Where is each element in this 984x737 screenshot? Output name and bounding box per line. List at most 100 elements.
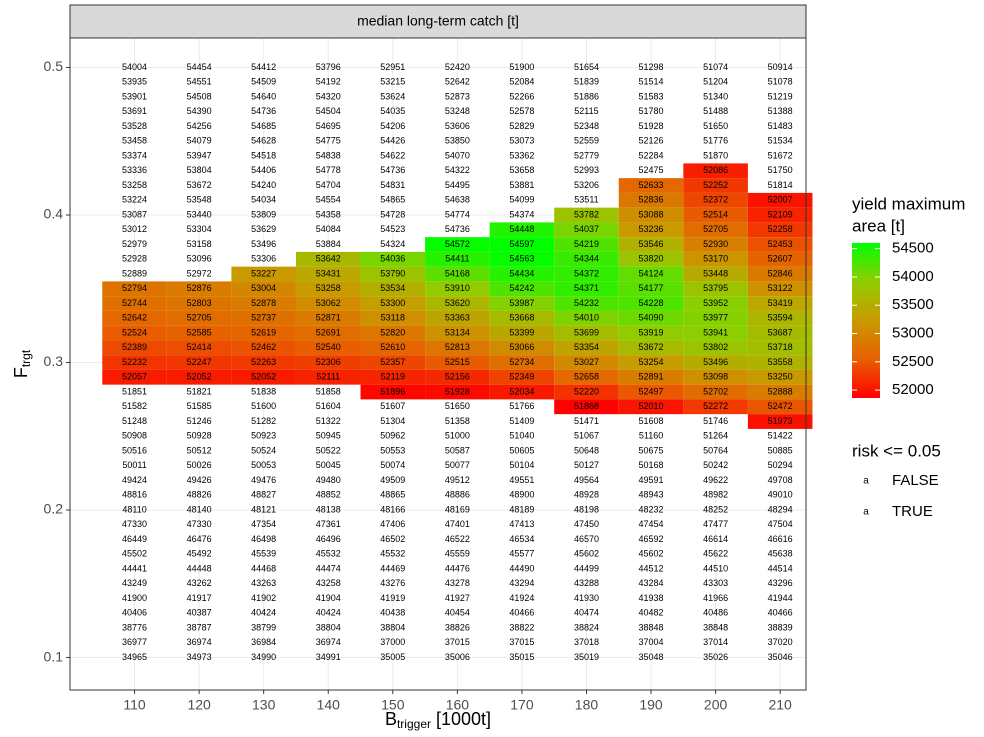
cell-label: 53534 (380, 283, 405, 293)
cell-label: 50053 (251, 460, 276, 470)
cell-label: 54736 (251, 106, 276, 116)
cell-label: 37000 (380, 637, 405, 647)
heat-cell (295, 251, 361, 267)
cell-label: 52349 (509, 372, 534, 382)
y-tick-label: 0.3 (44, 353, 64, 369)
heat-cell (102, 296, 167, 311)
cell-label: 54232 (574, 298, 599, 308)
cell-label: 52928 (122, 254, 147, 264)
heat-cell (747, 222, 813, 238)
cell-label: 48928 (574, 490, 599, 500)
heat-cell (231, 266, 296, 282)
cell-label: 50045 (316, 460, 341, 470)
cell-label: 54374 (509, 209, 534, 219)
heat-cell (683, 222, 748, 238)
cell-label: 37018 (574, 637, 599, 647)
cell-label: 51582 (122, 401, 147, 411)
cell-label: 47413 (509, 519, 534, 529)
cell-label: 53227 (251, 268, 276, 278)
cell-label: 47401 (445, 519, 470, 529)
cell-label: 53419 (768, 298, 793, 308)
cell-label: 54219 (574, 239, 599, 249)
legend-title: risk <= 0.05 (852, 441, 941, 460)
cell-label: 54554 (316, 195, 341, 205)
cell-label: 52472 (768, 401, 793, 411)
cell-label: 53354 (574, 342, 599, 352)
cell-label: 46534 (509, 534, 534, 544)
cell-label: 52126 (639, 136, 664, 146)
cell-label: 52744 (122, 298, 147, 308)
heat-cell (683, 237, 748, 252)
cell-label: 51858 (316, 386, 341, 396)
heat-cell (554, 384, 619, 400)
cell-label: 38776 (122, 622, 147, 632)
cell-label: 53910 (445, 283, 470, 293)
cell-label: 46616 (768, 534, 793, 544)
cell-label: 50605 (509, 445, 534, 455)
y-tick-label: 0.1 (44, 648, 64, 664)
heat-cell (166, 340, 232, 356)
cell-label: 51672 (768, 150, 793, 160)
cell-label: 51780 (639, 106, 664, 116)
cell-label: 50294 (768, 460, 793, 470)
cell-label: 46496 (316, 534, 341, 544)
cell-label: 54728 (380, 209, 405, 219)
cell-label: 53458 (122, 136, 147, 146)
cell-label: 51814 (768, 180, 793, 190)
cell-label: 40454 (445, 608, 470, 618)
cell-label: 52115 (574, 106, 598, 116)
heat-cell (683, 355, 748, 370)
cell-label: 52702 (703, 386, 728, 396)
cell-label: 52820 (380, 327, 405, 337)
y-title-main: F (11, 367, 31, 378)
cell-label: 54010 (574, 313, 599, 323)
colorbar-label: 54000 (892, 268, 934, 285)
cell-label: 53250 (768, 372, 793, 382)
cell-label: 53941 (703, 327, 728, 337)
cell-label: 52284 (639, 150, 664, 160)
cell-label: 51304 (380, 416, 405, 426)
cell-label: 51766 (509, 401, 534, 411)
cell-label: 52052 (251, 372, 276, 382)
cell-label: 53496 (703, 357, 728, 367)
heat-cell (360, 384, 426, 400)
cell-label: 54685 (251, 121, 276, 131)
cell-label: 53363 (445, 313, 470, 323)
x-axis-title: Btrigger [1000t] (385, 709, 491, 731)
colorbar (852, 243, 880, 398)
heat-cell (231, 281, 296, 297)
colorbar-label: 53500 (892, 296, 934, 313)
heat-cell (166, 281, 232, 297)
cell-label: 44499 (574, 563, 599, 573)
heat-cell (231, 325, 296, 341)
cell-label: 43296 (768, 578, 793, 588)
cell-label: 38848 (639, 622, 664, 632)
cell-label: 50104 (509, 460, 534, 470)
cell-label: 43262 (187, 578, 212, 588)
cell-label: 54495 (445, 180, 470, 190)
heat-cell (618, 178, 684, 193)
x-tick-label: 130 (252, 697, 276, 713)
heat-cell (425, 251, 490, 267)
cell-label: 38787 (187, 622, 212, 632)
heat-cell (231, 296, 296, 311)
cell-label: 53096 (187, 254, 212, 264)
cell-label: 53027 (574, 357, 599, 367)
cell-label: 44476 (445, 563, 470, 573)
cell-label: 52252 (703, 180, 728, 190)
cell-label: 52607 (768, 254, 793, 264)
cell-label: 54034 (251, 195, 276, 205)
cell-label: 52737 (251, 313, 276, 323)
cell-label: 53977 (703, 313, 728, 323)
heat-cell (683, 369, 748, 385)
cell-label: 54084 (316, 224, 341, 234)
cell-label: 54406 (251, 165, 276, 175)
heat-cell (231, 340, 296, 356)
heat-cell (618, 281, 684, 297)
cell-label: 53691 (122, 106, 147, 116)
heat-cell (747, 355, 813, 370)
cell-label: 53594 (768, 313, 793, 323)
cell-label: 40438 (380, 608, 405, 618)
cell-label: 52514 (703, 209, 728, 219)
heat-cell (295, 340, 361, 356)
